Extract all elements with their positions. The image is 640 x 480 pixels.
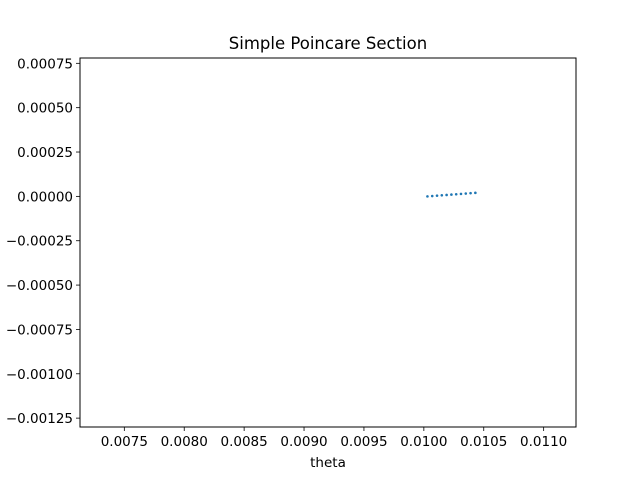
y-tick-label: 0.00025 — [17, 145, 73, 161]
scatter-point — [464, 192, 468, 195]
x-tick-label: 0.0090 — [280, 434, 327, 450]
scatter-point — [450, 193, 453, 196]
x-axis-ticks: 0.0075 0.0080 0.0085 0.0090 0.0095 0.0100 0.01… — [101, 427, 567, 450]
scatter-point — [454, 192, 458, 196]
y-tick-label: 0.00000 — [17, 189, 73, 205]
scatter-point — [426, 195, 429, 198]
x-tick-label: 0.0075 — [101, 434, 148, 450]
y-tick-label: −0.00050 — [6, 278, 73, 294]
x-tick-label: 0.0080 — [161, 434, 208, 450]
scatter-point — [440, 194, 444, 197]
x-axis-label: theta — [310, 455, 346, 471]
y-tick-label: −0.00100 — [6, 367, 73, 383]
x-tick-label: 0.0085 — [221, 434, 268, 450]
scatter-point — [430, 194, 434, 198]
y-tick-label: 0.00050 — [17, 101, 73, 117]
y-tick-label: −0.00125 — [6, 411, 73, 427]
scatter-point — [469, 191, 472, 195]
axes-frame — [79, 57, 577, 428]
scatter-point — [474, 191, 477, 195]
y-tick-label: 0.00075 — [17, 56, 73, 72]
x-tick-label: 0.0095 — [340, 434, 387, 450]
scatter-point — [435, 194, 439, 197]
y-tick-label: −0.00025 — [6, 234, 73, 250]
scatter-point — [445, 193, 448, 197]
x-tick-label: 0.0100 — [400, 434, 447, 450]
scatter-point — [459, 192, 463, 196]
y-tick-label: −0.00075 — [6, 322, 73, 338]
x-tick-label: 0.0105 — [460, 434, 507, 450]
y-axis-ticks: 0.00075 0.00050 0.00025 0.00000 −0.00025 −0.0… — [6, 56, 80, 427]
x-tick-label: 0.0110 — [520, 434, 567, 450]
plot-area — [80, 58, 576, 427]
chart-title: Simple Poincare Section — [229, 34, 427, 53]
scatter-points — [426, 191, 477, 198]
